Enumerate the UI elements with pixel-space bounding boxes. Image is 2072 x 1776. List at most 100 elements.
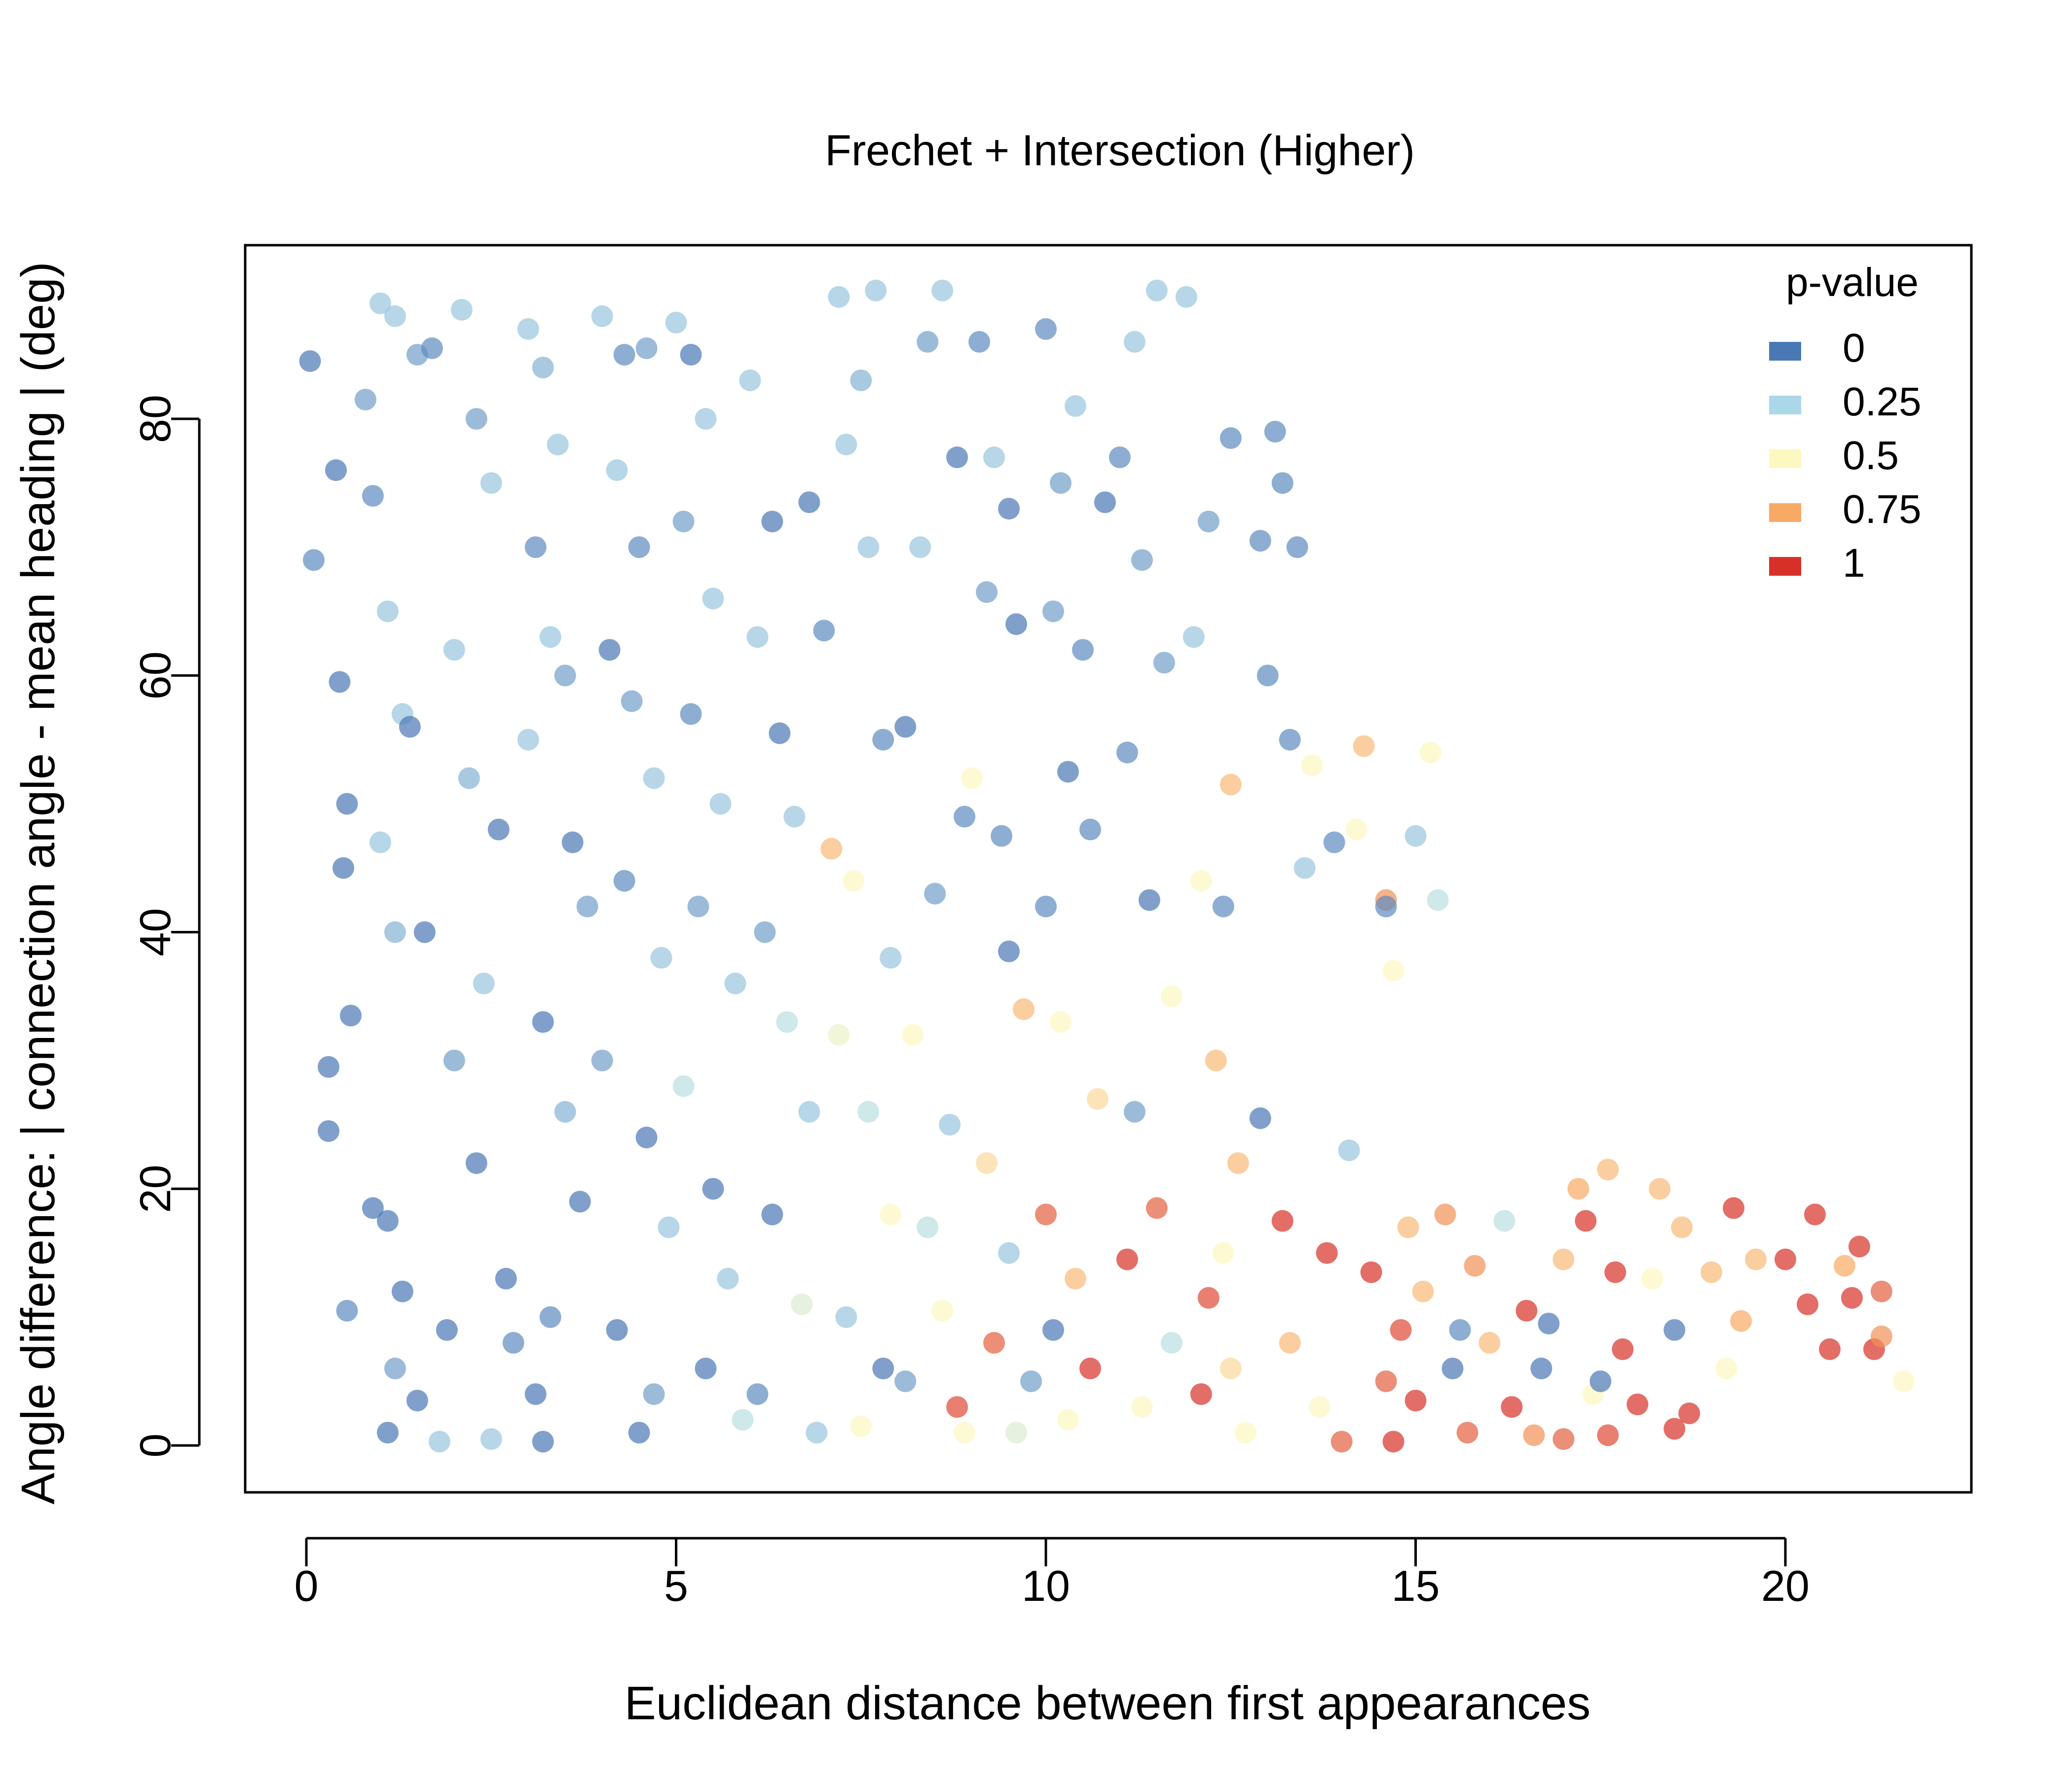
data-point (376, 600, 399, 623)
data-point (532, 356, 554, 378)
data-point (1094, 491, 1116, 514)
data-point (1249, 1107, 1271, 1129)
data-point (931, 279, 954, 301)
data-point (909, 536, 931, 558)
data-point (465, 408, 487, 430)
data-point (1775, 1248, 1796, 1270)
data-point (1818, 1338, 1841, 1360)
data-point (487, 818, 510, 841)
y-tick-label: 0 (131, 1434, 180, 1458)
data-point (946, 1396, 968, 1418)
data-point (968, 331, 991, 353)
data-point (576, 895, 598, 918)
data-point (384, 921, 406, 943)
data-point (983, 446, 1005, 469)
data-point (828, 1024, 850, 1046)
data-point (325, 459, 347, 481)
data-point (1131, 1396, 1153, 1418)
data-point (1870, 1325, 1892, 1347)
data-point (1796, 1293, 1818, 1315)
y-axis: 0 20 40 60 80 (131, 395, 201, 1458)
data-point (1382, 960, 1405, 982)
plot-frame (244, 244, 1973, 1494)
x-tick-label: 15 (1392, 1561, 1440, 1610)
x-tick-label: 20 (1761, 1561, 1810, 1610)
data-point (502, 1332, 524, 1354)
data-point (650, 947, 672, 969)
data-point (1553, 1428, 1575, 1450)
data-point (1405, 825, 1427, 847)
chart-title: Frechet + Intersection (Higher) (825, 126, 1415, 175)
y-tick-label: 20 (131, 1165, 180, 1213)
data-point (1205, 1049, 1227, 1072)
data-point (961, 767, 983, 789)
data-point (1841, 1287, 1863, 1309)
data-point (1035, 895, 1057, 918)
legend-label: 1 (1843, 541, 1865, 586)
data-point (1397, 1216, 1419, 1238)
data-point (413, 921, 436, 943)
data-point (1212, 1242, 1234, 1264)
data-point (1701, 1261, 1723, 1283)
legend-title: p-value (1786, 260, 1919, 305)
data-point (1338, 1139, 1360, 1161)
data-point (384, 1357, 406, 1379)
data-point (1197, 1287, 1220, 1309)
legend-label: 0.25 (1843, 379, 1922, 424)
data-point (1553, 1248, 1575, 1270)
data-point (473, 972, 495, 995)
legend-swatch (1769, 503, 1801, 522)
data-point (317, 1056, 339, 1078)
data-point (754, 921, 776, 943)
legend-swatch (1769, 396, 1801, 414)
data-point (761, 511, 783, 533)
data-point (687, 895, 709, 918)
data-point (1604, 1261, 1627, 1283)
data-point (1516, 1299, 1538, 1322)
data-point (443, 639, 465, 661)
data-point (1375, 895, 1397, 918)
data-point (835, 1306, 857, 1328)
data-point (299, 350, 321, 372)
data-point (1331, 1431, 1353, 1453)
data-point (946, 446, 968, 469)
data-point (1227, 1152, 1249, 1174)
legend-label: 0.5 (1843, 433, 1899, 478)
data-point (865, 279, 887, 301)
data-point (436, 1319, 458, 1341)
points-layer (299, 279, 1915, 1453)
data-point (384, 305, 406, 327)
legend: p-value 0 0.25 0.5 0.75 1 (1769, 260, 1922, 586)
data-point (635, 1126, 658, 1148)
data-point (1079, 1357, 1101, 1379)
data-point (835, 434, 857, 456)
data-point (317, 1120, 339, 1142)
legend-label: 0 (1843, 326, 1865, 370)
data-point (643, 1383, 665, 1405)
x-tick-label: 0 (295, 1561, 319, 1610)
data-point (1064, 1267, 1086, 1290)
data-point (680, 703, 702, 725)
data-point (495, 1267, 517, 1290)
data-point (813, 620, 835, 642)
data-point (1464, 1255, 1486, 1277)
legend-swatch (1769, 342, 1801, 361)
data-point (717, 1267, 739, 1290)
data-point (1405, 1389, 1427, 1411)
data-point (902, 1024, 924, 1046)
data-point (702, 588, 724, 610)
data-point (672, 1075, 695, 1097)
data-point (613, 343, 635, 366)
data-point (1190, 870, 1212, 892)
data-point (976, 1152, 998, 1174)
data-point (339, 1004, 362, 1027)
data-point (1427, 889, 1449, 911)
data-point (1523, 1424, 1545, 1446)
x-axis-title: Euclidean distance between first appeara… (625, 1677, 1591, 1730)
data-point (1449, 1319, 1471, 1341)
data-point (1005, 613, 1028, 635)
data-point (1005, 1421, 1028, 1443)
data-point (1892, 1370, 1915, 1392)
